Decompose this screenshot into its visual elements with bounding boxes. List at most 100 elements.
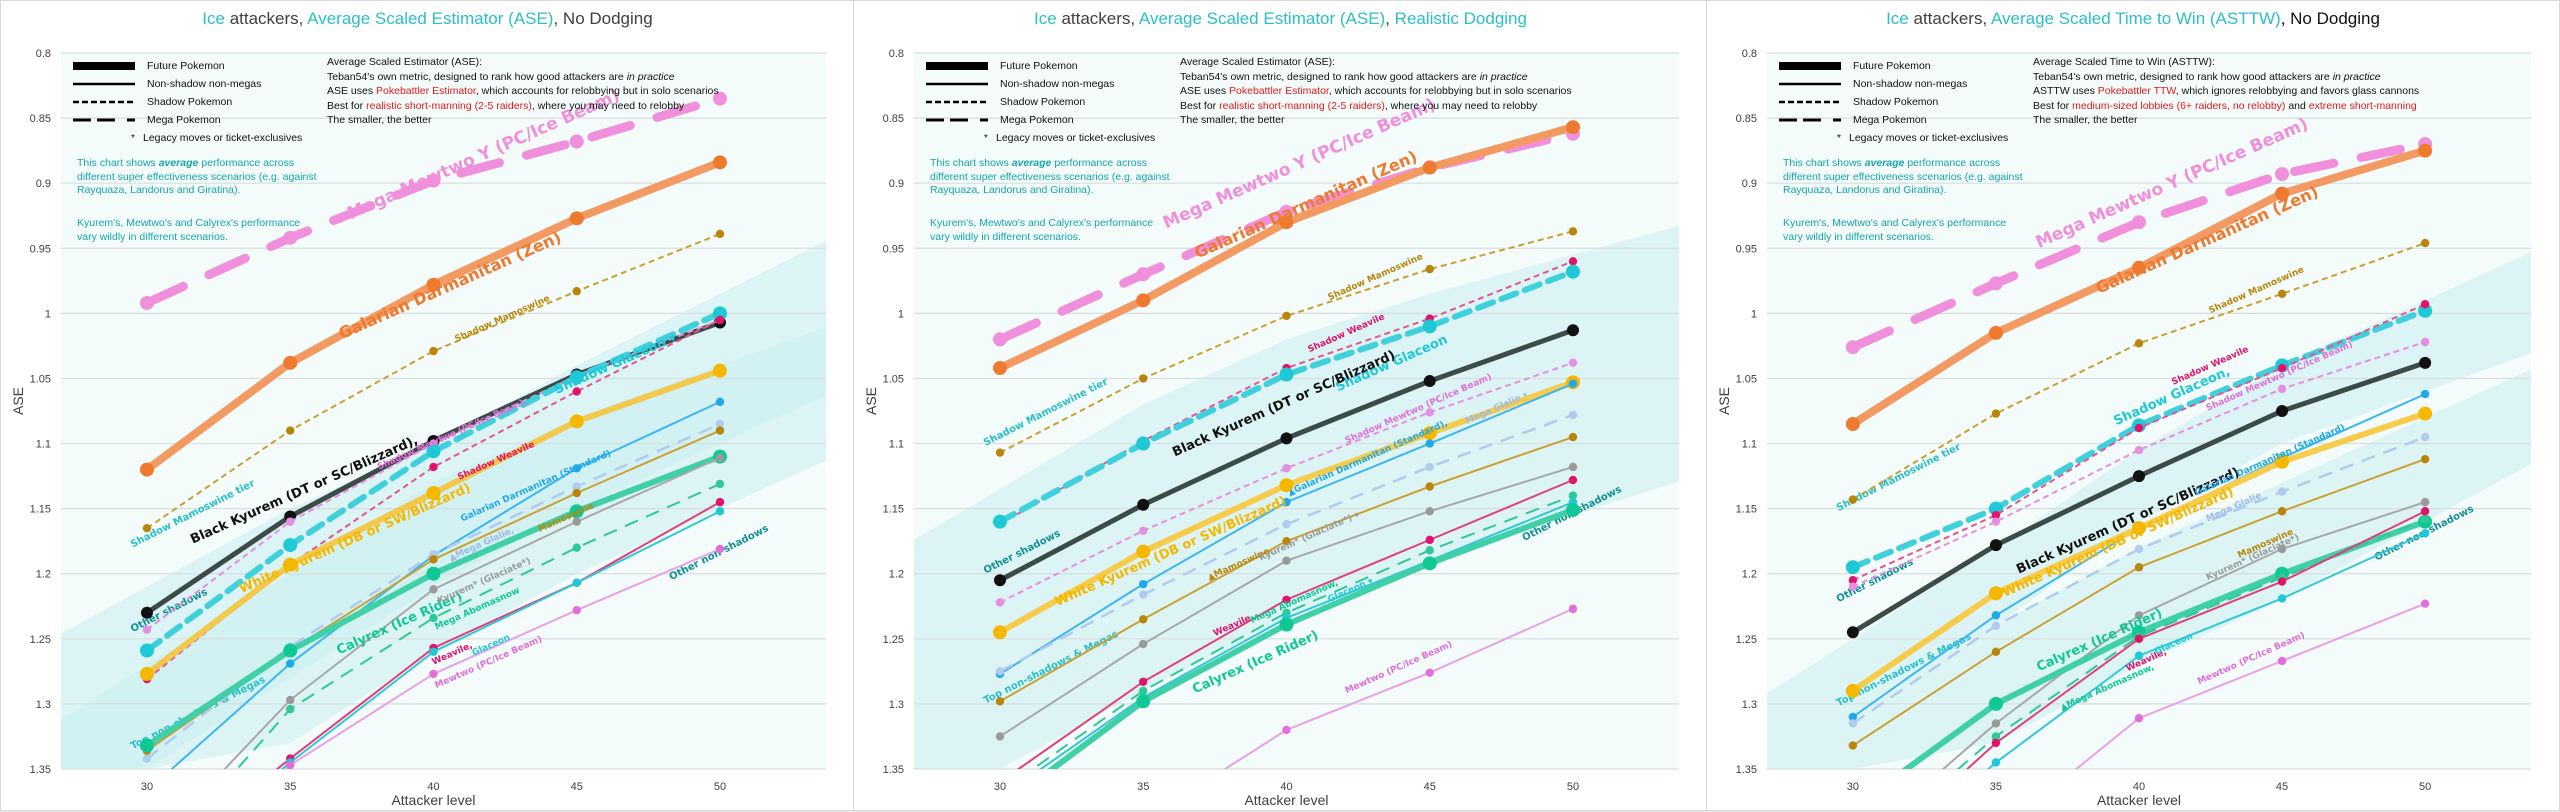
data-point-shadow-weavile [2277, 363, 2287, 373]
description-line: Average Scaled Estimator (ASE): [327, 55, 719, 70]
data-point-mega-glalie [995, 667, 1005, 676]
chart-title-part: attackers, [224, 9, 308, 28]
tier-band-top-non-shadows-megas [914, 349, 1679, 769]
data-point-black-kyurem-dt-or-sc-blizzard [1566, 324, 1579, 337]
data-point-galarian-darmanitan-standard [1425, 439, 1434, 448]
data-point-mewtwo-pc-ice-beam [2134, 714, 2144, 723]
data-point-mega-glalie [2277, 487, 2287, 496]
y-tick-label: 0.9 [889, 178, 904, 190]
data-point-galarian-darmanitan-zen [569, 211, 584, 226]
legend-label: Mega Pokemon [1853, 114, 1927, 126]
legend-item: Mega Pokemon [73, 111, 302, 129]
y-tick-label: 1.25 [1736, 634, 1757, 646]
data-point-shadow-mamoswine [1991, 409, 2001, 418]
chart-title-part: , [1385, 9, 1395, 28]
series-line-shadow-mewtwo-pc-ice-beam [999, 361, 1574, 604]
data-point-white-kyurem-db-or-sw-blizzard [139, 666, 154, 681]
description-text: in practice [626, 70, 675, 83]
data-point-shadow-glaceon [712, 306, 727, 321]
data-point-kyurem-glaciate [572, 517, 581, 526]
data-point-mamoswine [1848, 741, 1858, 750]
y-tick-label: 1.05 [30, 373, 51, 385]
data-point-shadow-glaceon [426, 444, 441, 459]
x-tick-label: 35 [284, 781, 296, 793]
x-tick-label: 50 [2419, 781, 2431, 793]
y-tick-label: 1 [1751, 308, 1757, 320]
x-tick-label: 30 [1847, 781, 1859, 793]
data-point-mega-abomasnow [572, 543, 581, 552]
description-text: The smaller, the better [2033, 114, 2138, 126]
data-point-mamoswine [995, 697, 1005, 706]
data-point-shadow-mewtwo-pc-ice-beam [286, 517, 295, 526]
legend-item: * Legacy moves or ticket-exclusives [73, 129, 302, 147]
legend-star-marker: * [983, 132, 988, 144]
data-point-shadow-mewtwo-pc-ice-beam [2277, 384, 2287, 394]
data-point-calyrex-ice-rider [1422, 556, 1437, 571]
data-point-mamoswine [1991, 647, 2001, 657]
y-tick-label: 1.15 [1736, 504, 1757, 516]
chart-svg: 0.8 0.85 0.9 0.95 1 1.05 1.1 1.15 1.2 1.25 1.3 1.35… [10, 48, 826, 808]
description-text: , where you may need to relobby [531, 99, 685, 112]
data-point-shadow-mewtwo-pc-ice-beam [995, 598, 1005, 607]
data-point-shadow-glaceon [1845, 560, 1860, 575]
description-line: ASTTW uses Pokebattler TTW, which ignore… [2033, 84, 2419, 99]
data-point-shadow-weavile [1568, 257, 1578, 266]
y-tick-label: 1.05 [1736, 373, 1757, 385]
legend-item: Mega Pokemon [1779, 111, 2008, 129]
legend-swatch-mega [73, 115, 135, 125]
chart-title-part: Realistic Dodging [1394, 9, 1527, 28]
description-text: medium-sized lobbies (6+ raiders, no rel… [2072, 99, 2286, 112]
chart-note-variance: Kyurem's, Mewtwo's and Calyrex's perform… [930, 217, 1154, 243]
note-text: performance across different super effec… [930, 157, 1170, 196]
data-point-shadow-weavile [1991, 510, 2001, 520]
data-point-glaceon [2134, 651, 2144, 660]
data-point-mega-abomasnow [2420, 514, 2430, 524]
data-point-weavile [715, 497, 725, 507]
legend-swatch-solid [73, 79, 135, 89]
data-point-shadow-mewtwo-pc-ice-beam [1139, 526, 1148, 535]
data-point-shadow-mamoswine [995, 448, 1005, 457]
data-point-shadow-mamoswine [429, 346, 438, 356]
chart-svg: 0.8 0.85 0.9 0.95 1 1.05 1.1 1.15 1.2 1.25 1.3 1.35… [863, 48, 1679, 808]
legend-label: Legacy moves or ticket-exclusives [143, 132, 303, 144]
chart-note-average: This chart shows average performance acr… [1783, 157, 2023, 198]
chart-title-part: Ice [202, 9, 225, 28]
data-point-shadow-glaceon [1136, 436, 1151, 451]
data-point-galarian-darmanitan-zen [2131, 260, 2146, 275]
data-point-galarian-darmanitan-standard [1991, 611, 2001, 620]
description-line: Best for realistic short-manning (2-5 ra… [1180, 99, 1572, 114]
data-point-mamoswine [2420, 454, 2430, 464]
data-point-white-kyurem-db-or-sw-blizzard [2131, 521, 2146, 536]
data-point-shadow-mamoswine [2277, 289, 2287, 299]
legend-label: Future Pokemon [1853, 60, 1931, 72]
y-tick-label: 1.25 [883, 634, 904, 646]
data-point-shadow-glaceon [283, 538, 298, 553]
legend-item: Non-shadow non-megas [1779, 75, 2008, 93]
data-point-galarian-darmanitan-zen [1988, 325, 2003, 340]
description-line: The smaller, the better [2033, 113, 2419, 128]
description-text: , where you may need to relobby [1384, 99, 1538, 112]
data-point-white-kyurem-db-or-sw-blizzard [1845, 683, 1860, 698]
description-text: The smaller, the better [327, 114, 432, 126]
description-text: and [2285, 99, 2309, 112]
legend-item: Future Pokemon [73, 57, 302, 75]
note-emphasis: average [158, 157, 199, 169]
data-point-white-kyurem-db-or-sw-blizzard [1988, 586, 2003, 601]
y-tick-label: 0.8 [889, 48, 904, 60]
y-axis-label: ASE [1716, 387, 1732, 415]
series-line-shadow-mewtwo-pc-ice-beam [1852, 341, 2426, 588]
chart-title-part: Average Scaled Time to Win (ASTTW) [1990, 9, 2281, 28]
series-line-mega-abomasnow [1031, 494, 1574, 769]
legend-swatch-solid [926, 79, 988, 89]
data-point-white-kyurem-db-or-sw-blizzard [2418, 406, 2433, 421]
legend-item: Shadow Pokemon [1779, 93, 2008, 111]
legend-label: Shadow Pokemon [1853, 96, 1939, 108]
legend-item: Future Pokemon [926, 57, 1155, 75]
series-group [139, 91, 727, 769]
data-point-mamoswine [1425, 482, 1434, 491]
y-tick-label: 0.95 [1736, 243, 1757, 255]
data-point-mamoswine [1139, 615, 1148, 624]
legend-item: Shadow Pokemon [73, 93, 302, 111]
data-point-galarian-darmanitan-standard [1848, 712, 1858, 722]
data-point-black-kyurem-dt-or-sc-blizzard [1846, 626, 1859, 639]
